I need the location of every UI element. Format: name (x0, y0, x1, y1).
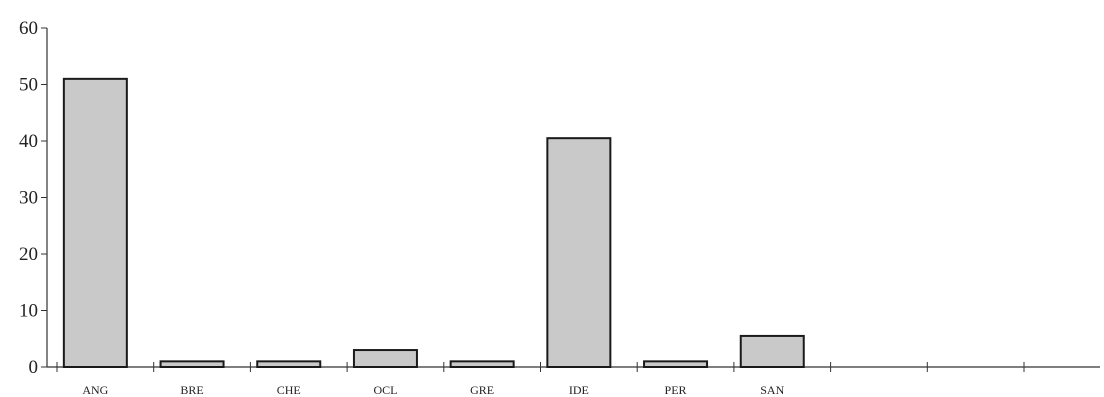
x-tick-label: ANG (82, 383, 108, 397)
bars-group (62, 77, 805, 369)
y-tick-label: 50 (19, 75, 38, 96)
bar-ide (546, 137, 612, 368)
bar-per (643, 360, 709, 369)
bar-che (256, 360, 322, 369)
y-tick-label: 20 (19, 244, 38, 265)
x-tick-label: SAN (760, 383, 784, 397)
y-tick-label: 40 (19, 131, 38, 152)
y-tick-label: 10 (19, 301, 38, 322)
x-tick-label: CHE (277, 383, 301, 397)
y-tick-label: 0 (29, 357, 39, 378)
bar-san (739, 334, 805, 368)
x-tick-label: PER (665, 383, 687, 397)
bar-gre (449, 360, 515, 369)
bar-bre (159, 360, 225, 369)
x-tick-label: OCL (373, 383, 397, 397)
x-tick-label: BRE (180, 383, 203, 397)
y-axis: 0 10 20 30 40 50 60 (19, 18, 48, 378)
x-tick-label: IDE (569, 383, 589, 397)
bar-ocl (352, 349, 418, 368)
bar-ang (62, 77, 128, 368)
x-tick-label: GRE (470, 383, 494, 397)
y-tick-label: 60 (19, 18, 38, 39)
y-tick-label: 30 (19, 188, 38, 209)
